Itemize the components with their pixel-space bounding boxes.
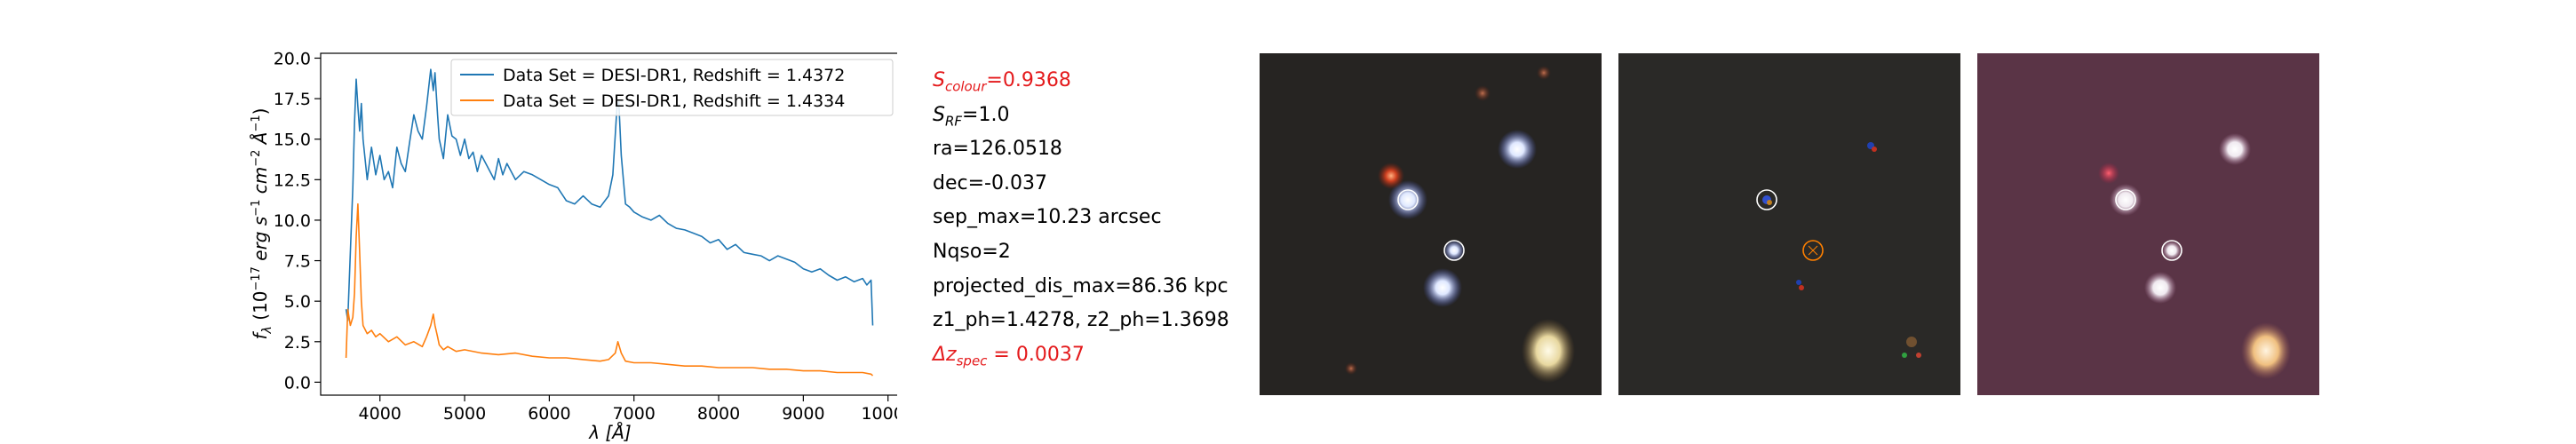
series-line-1: [345, 68, 874, 326]
ra-value: ra=126.0518: [933, 138, 1062, 161]
x-tick-label: 9000: [782, 404, 824, 424]
residual-cutout-image: [1618, 53, 1960, 395]
ticks: 4000 5000 6000 7000 8000 9000 10000 0.0 2.5 5.0 7.…: [274, 49, 897, 424]
enhanced-cutout-image: [1977, 53, 2319, 395]
series-line-2: [345, 202, 874, 377]
x-tick-label: 4000: [359, 404, 402, 424]
y-tick-label: 0.0: [284, 373, 311, 392]
spectrum-chart: 4000 5000 6000 7000 8000 9000 10000 0.0 2.5 5.0 7.…: [250, 49, 897, 443]
dec-value: dec=-0.037: [933, 171, 1047, 194]
s-rf: SRF=1.0: [933, 103, 1010, 129]
x-tick-label: 8000: [697, 404, 740, 424]
legend-box: [450, 59, 894, 116]
x-axis-label: λ [Å]: [588, 422, 631, 443]
nqso-value: Nqso=2: [933, 240, 1011, 263]
info-panel: Scolour=0.9368 SRF=1.0 ra=126.0518 dec=-…: [933, 64, 1235, 372]
axes-frame: [320, 52, 897, 396]
sep-max-value: sep_max=10.23 arcsec: [933, 206, 1162, 229]
s-colour: Scolour=0.9368: [933, 69, 1071, 95]
y-tick-label: 17.5: [274, 90, 311, 109]
y-tick-label: 15.0: [274, 131, 311, 150]
y-axis-label: fλ (10−17 erg s−1 cm−2 Å−1): [250, 108, 274, 340]
svg-text:fλ (10−17 erg s−1 cm−2 Å−1): fλ (10−17 erg s−1 cm−2 Å−1): [250, 108, 274, 340]
y-tick-label: 12.5: [274, 170, 311, 190]
x-tick-label: 7000: [613, 404, 656, 424]
delta-z-spec: Δzspec = 0.0037: [933, 343, 1085, 369]
x-tick-label: 10000: [861, 404, 897, 424]
x-tick-label: 5000: [443, 404, 486, 424]
y-tick-label: 7.5: [284, 252, 311, 272]
z-ph-values: z1_ph=1.4278, z2_ph=1.3698: [933, 309, 1229, 332]
legend: Data Set = DESI-DR1, Redshift = 1.4372 D…: [450, 59, 894, 116]
y-tick-label: 2.5: [284, 333, 311, 353]
color-cutout-image: [1260, 53, 1602, 395]
legend-label-2: Data Set = DESI-DR1, Redshift = 1.4334: [503, 91, 845, 111]
legend-label-1: Data Set = DESI-DR1, Redshift = 1.4372: [503, 66, 845, 85]
plot-area: [345, 68, 874, 377]
x-tick-label: 6000: [528, 404, 570, 424]
projected-dis-max-value: projected_dis_max=86.36 kpc: [933, 274, 1228, 297]
y-tick-label: 20.0: [274, 49, 311, 68]
y-tick-label: 10.0: [274, 211, 311, 231]
y-tick-label: 5.0: [284, 292, 311, 312]
